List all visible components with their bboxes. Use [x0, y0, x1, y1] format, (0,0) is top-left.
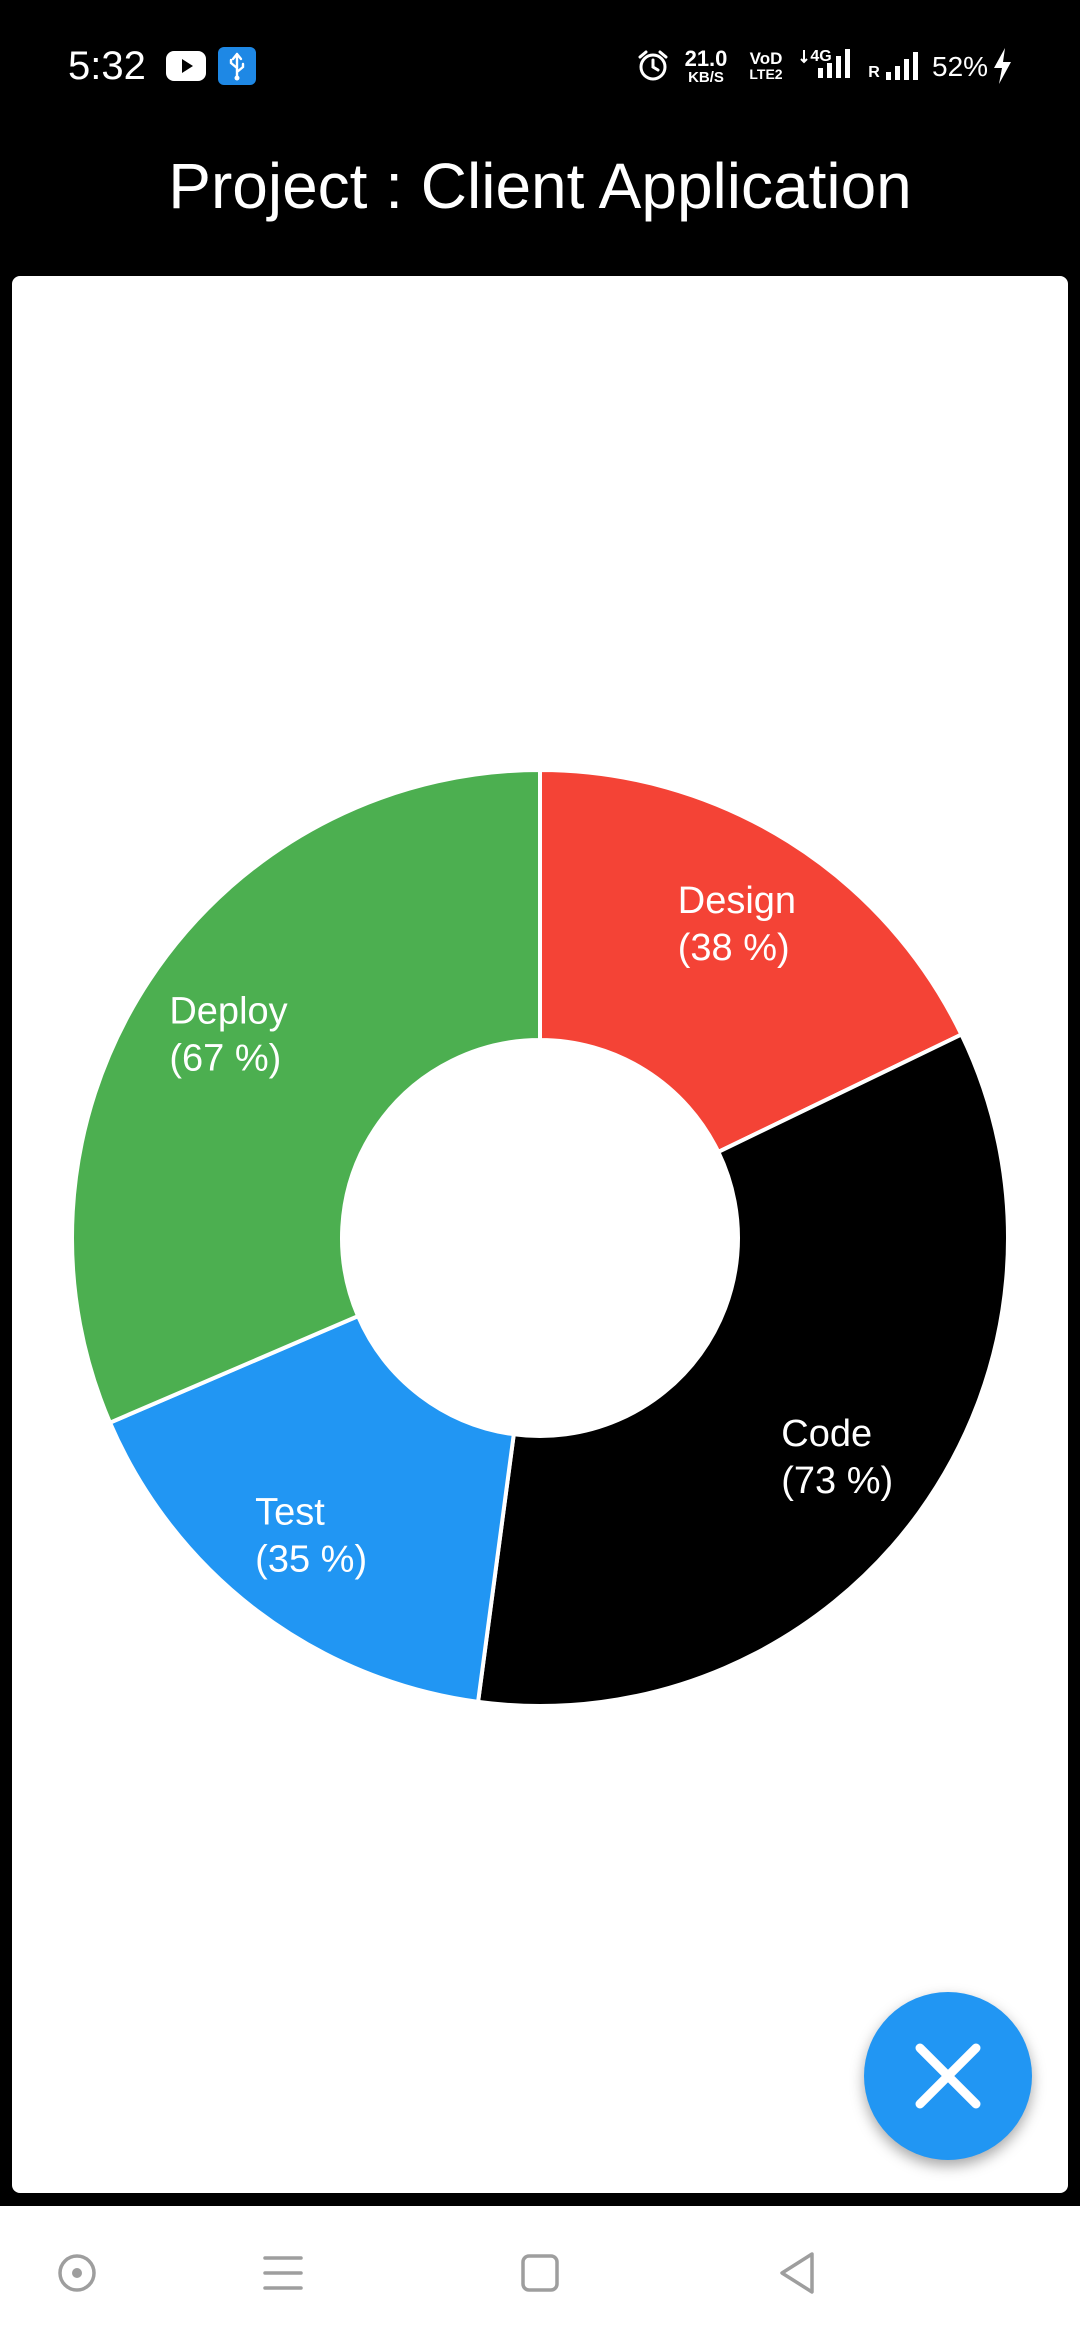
slice-label-design: Design (38 %) — [678, 880, 796, 969]
slice-label-deploy: Deploy (67 %) — [169, 990, 287, 1079]
slice-label-test: Test (35 %) — [255, 1491, 367, 1580]
network-speed-value: 21.0 — [684, 46, 728, 71]
alarm-icon — [638, 50, 668, 81]
youtube-icon — [166, 51, 206, 81]
roaming-label: R — [868, 64, 880, 81]
close-icon — [915, 2043, 981, 2109]
battery-percent: 52% — [932, 51, 989, 82]
network-type: 4G — [810, 48, 832, 65]
status-bar: 5:32 21.0 KB/S VoD LTE2 4G R 52% — [0, 0, 1080, 130]
battery-charging-icon — [994, 48, 1011, 84]
volte-label: VoD — [749, 49, 783, 68]
slice-design[interactable] — [538, 767, 965, 1155]
usb-icon — [218, 47, 256, 85]
menu-icon[interactable] — [248, 2238, 318, 2308]
chart-card: Design (38 %) Code (73 %) Test (35 %) Deploy (6… — [12, 276, 1068, 2193]
home-icon[interactable] — [505, 2238, 575, 2308]
donut-chart: Design (38 %) Code (73 %) Test (35 %) Deploy (6… — [70, 767, 1010, 1708]
slice-deploy[interactable] — [70, 767, 542, 1426]
close-button[interactable] — [864, 1992, 1032, 2160]
lte-label: LTE2 — [749, 66, 783, 82]
signal-icon-sim2 — [886, 52, 918, 80]
title-bar: Project : Client Application — [0, 130, 1080, 276]
back-icon[interactable] — [762, 2238, 832, 2308]
assistant-icon[interactable] — [42, 2238, 112, 2308]
network-speed-unit: KB/S — [688, 69, 724, 86]
page-title: Project : Client Application — [168, 150, 912, 222]
navigation-bar — [0, 2206, 1080, 2340]
slice-test[interactable] — [107, 1313, 517, 1705]
slice-code[interactable] — [475, 1031, 1010, 1708]
slice-label-code: Code (73 %) — [781, 1413, 893, 1502]
status-time: 5:32 — [68, 44, 146, 88]
signal-icon — [800, 49, 850, 78]
